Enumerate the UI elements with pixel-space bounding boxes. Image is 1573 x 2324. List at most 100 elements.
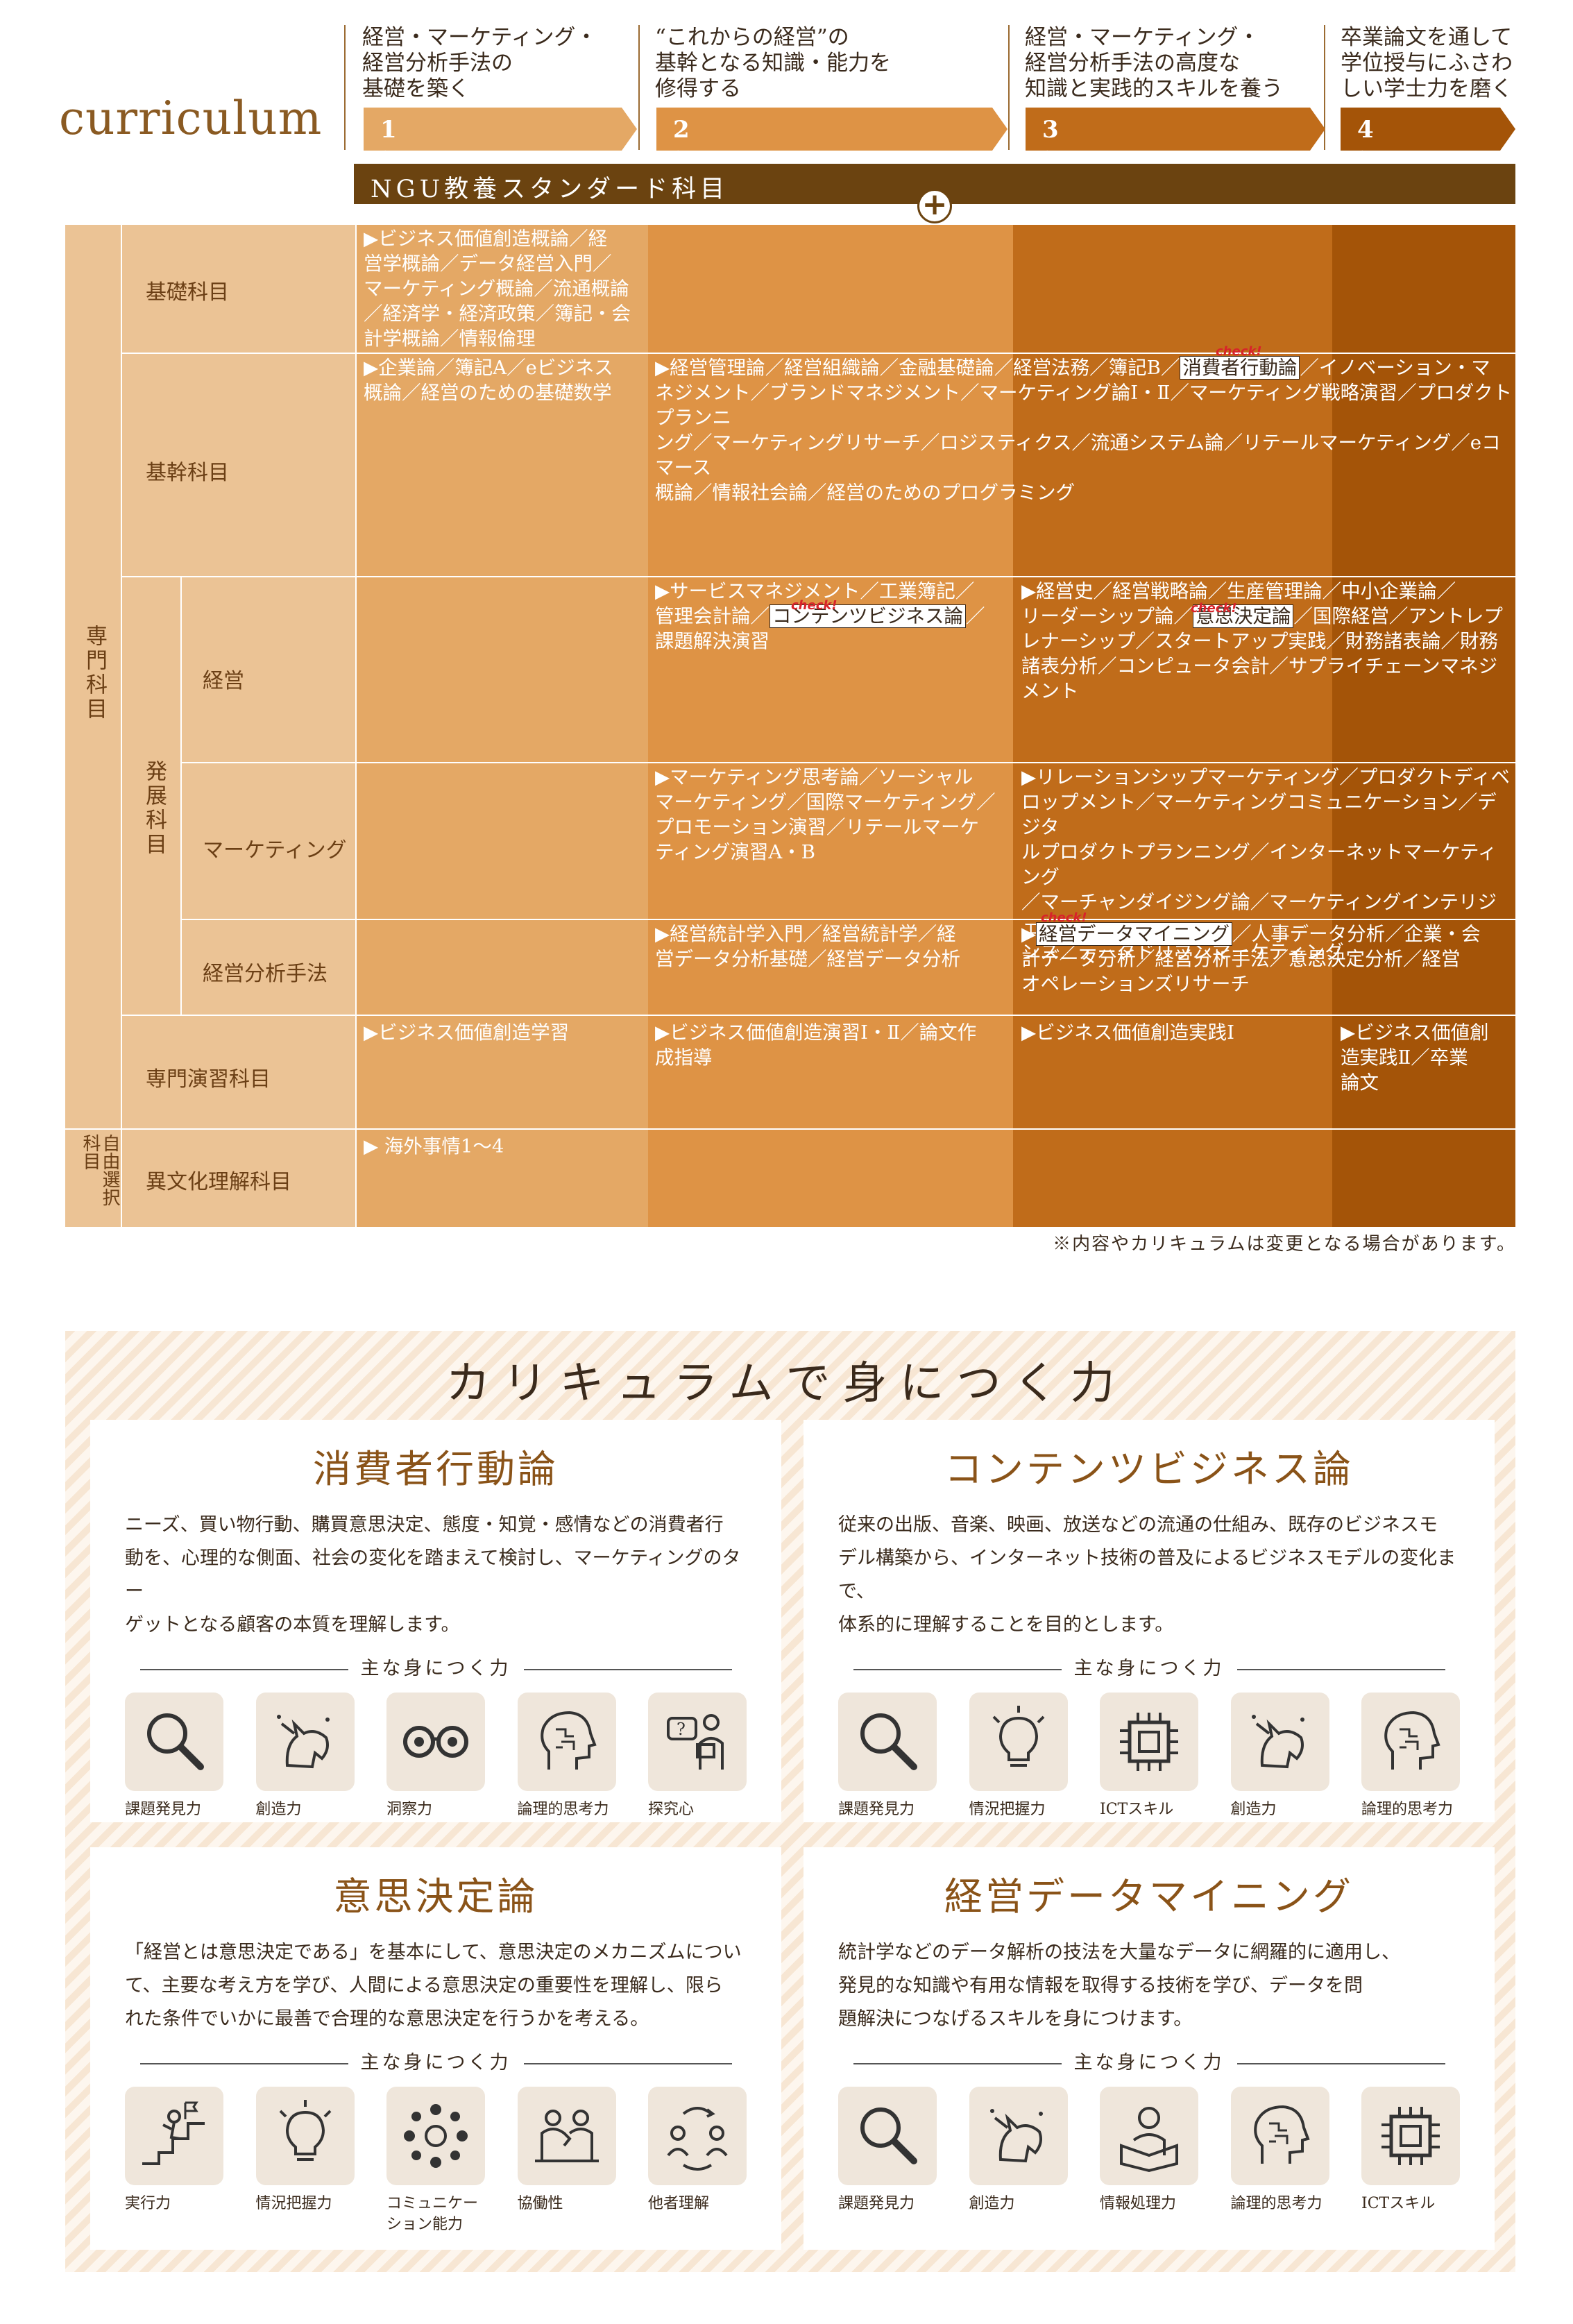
skill-label: 他者理解 bbox=[648, 2195, 710, 2212]
hatten-label: 発展科目 bbox=[142, 760, 167, 857]
glasses-icon bbox=[386, 1693, 485, 1791]
check-mark: check! bbox=[1041, 910, 1087, 925]
skill-label: 論理的思考力 bbox=[517, 1801, 609, 1818]
cooperation-icon bbox=[517, 2087, 616, 2185]
enshu-y3-cell: ▶ビジネス価値創造実践Ⅰ bbox=[1021, 1021, 1235, 1044]
kikan-y1-cell: ▶企業論／簿記A／eビジネス 概論／経営のための基礎数学 bbox=[364, 357, 613, 404]
ngu-standard-bar: NGU教養スタンダード科目 bbox=[354, 164, 1515, 204]
year-arrows bbox=[364, 108, 1515, 151]
card-title: 意思決定論 bbox=[333, 1874, 538, 1919]
skill-label: 創造力 bbox=[255, 1801, 302, 1818]
col-divider bbox=[180, 576, 182, 1015]
magnifier-icon bbox=[838, 2087, 937, 2185]
divider bbox=[638, 25, 640, 150]
card-description: 統計学などのデータ解析の技法を大量なデータに網羅的に適用し、 発見的な知識や有用な… bbox=[838, 1942, 1400, 2030]
skill-label: 情況把握力 bbox=[969, 1801, 1046, 1818]
highlight-content-business: コンテンツビジネス論 bbox=[770, 604, 966, 628]
skill-item: 実行力 bbox=[125, 2087, 223, 2235]
card-description: 「経営とは意思決定である」を基本にして、意思決定のメカニズムについ て、主要な考え… bbox=[125, 1942, 742, 2030]
skill-card: 経営データマイニング統計学などのデータ解析の技法を大量なデータに網羅的に適用し、… bbox=[803, 1847, 1495, 2250]
skill-item: 論理的思考力 bbox=[1230, 2087, 1329, 2214]
skill-label: 情況把握力 bbox=[255, 2195, 332, 2212]
skill-card: 意思決定論「経営とは意思決定である」を基本にして、意思決定のメカニズムについ て、… bbox=[90, 1847, 781, 2250]
chip-icon bbox=[1100, 1693, 1198, 1791]
kikan-y2-cell: ▶経営管理論／経営組織論／金融基礎論／経営法務／簿記B／ 消費者行動論 ／イノベーシ… bbox=[655, 356, 1513, 504]
marketing-y3-cell: ▶リレーションシップマーケティング／プロダクトディベ ロップメント／マーケティング… bbox=[1021, 766, 1510, 963]
skill-item: 洞察力 bbox=[386, 1693, 485, 1820]
row-divider bbox=[122, 1015, 1515, 1016]
skill-item: 課題発見力 bbox=[125, 1693, 223, 1820]
skills-subheading: 主な身につく力 bbox=[90, 2047, 781, 2074]
highlight-consumer-behavior: 消費者行動論 bbox=[1180, 356, 1300, 380]
lightbulb-icon bbox=[255, 2087, 355, 2185]
skills-subheading: 主な身につく力 bbox=[803, 1653, 1495, 1680]
enshu-y2-cell: ▶ビジネス価値創造演習Ⅰ・Ⅱ／論文作 成指導 bbox=[655, 1021, 977, 1069]
row-divider bbox=[122, 353, 1515, 354]
year-3-arrow bbox=[1026, 108, 1325, 151]
card-title: 経営データマイニング bbox=[944, 1874, 1354, 1919]
skill-label: 情報処理力 bbox=[1100, 2195, 1177, 2212]
skill-item: 論理的思考力 bbox=[1361, 1693, 1460, 1820]
year-1-caption: 経営・マーケティング・ 経営分析手法の 基礎を築く bbox=[362, 25, 597, 101]
lightbulb-icon bbox=[969, 1693, 1068, 1791]
row-keiei-label: 経営 bbox=[203, 669, 244, 693]
year-4-arrow bbox=[1341, 108, 1515, 151]
skill-label: 論理的思考力 bbox=[1361, 1801, 1454, 1818]
question-person-icon: ? bbox=[648, 1693, 747, 1791]
enshu-y4-cell: ▶ビジネス価値創 造実践Ⅱ／卒業 論文 bbox=[1341, 1021, 1489, 1094]
plus-icon: + bbox=[917, 189, 952, 223]
skill-item: ICTスキル bbox=[1100, 1693, 1198, 1820]
skill-item: ? 探究心 bbox=[648, 1693, 747, 1820]
card-description: ニーズ、買い物行動、購買意思決定、態度・知覚・感情などの消費者行 動を、心理的な側… bbox=[125, 1514, 741, 1636]
exchange-icon bbox=[648, 2087, 747, 2185]
col-divider bbox=[355, 225, 357, 1227]
unicorn-icon bbox=[255, 1693, 355, 1791]
skill-item: 他者理解 bbox=[648, 2087, 747, 2235]
skill-item: 論理的思考力 bbox=[517, 1693, 616, 1820]
year-3-column bbox=[1013, 225, 1332, 1227]
year-4-caption: 卒業論文を通して 学位授与にふさわ しい学士力を磨く bbox=[1341, 25, 1513, 101]
kiso-y1-cell: ▶ビジネス価値創造概論／経 営学概論／データ経営入門／ マーケティング概論／流通概論… bbox=[364, 228, 631, 350]
skill-label: 協働性 bbox=[517, 2195, 563, 2212]
year-2-column bbox=[648, 225, 1013, 1227]
skill-label: 創造力 bbox=[969, 2195, 1015, 2212]
skills-subheading: 主な身につく力 bbox=[803, 2047, 1495, 2074]
unicorn-icon bbox=[969, 2087, 1068, 2185]
year-3-caption: 経営・マーケティング・ 経営分析手法の高度な 知識と実践的スキルを養う bbox=[1025, 25, 1283, 101]
bunseki-y2-cell: ▶経営統計学入門／経営統計学／経 営データ分析基礎／経営データ分析 bbox=[655, 923, 960, 970]
skill-label: ICTスキル bbox=[1100, 1801, 1174, 1818]
check-mark: check! bbox=[1191, 601, 1237, 616]
skill-label: 課題発見力 bbox=[125, 1801, 202, 1818]
skill-label: 洞察力 bbox=[386, 1801, 433, 1818]
people-circle-icon bbox=[386, 2087, 485, 2185]
row-divider bbox=[182, 762, 1515, 763]
highlight-decision-making: 意思決定論 bbox=[1192, 604, 1294, 628]
keiei-y3-cell: ▶経営史／経営戦略論／生産管理論／中小企業論／ リーダーシップ論／ 意思決定論 ／国… bbox=[1021, 580, 1503, 702]
brand-title: curriculum bbox=[59, 92, 323, 145]
brain-head-icon bbox=[517, 1693, 616, 1791]
row-marketing-label: マーケティング bbox=[203, 838, 347, 863]
skill-item: 情況把握力 bbox=[255, 2087, 355, 2235]
magnifier-icon bbox=[838, 1693, 937, 1791]
card-description: 従来の出版、音楽、映画、放送などの流通の仕組み、既存のビジネスモ デル構築から、イ… bbox=[838, 1514, 1456, 1636]
chip-icon bbox=[1361, 2087, 1460, 2185]
divider bbox=[1324, 25, 1325, 150]
row-divider bbox=[122, 576, 1515, 577]
card-title: コンテンツビジネス論 bbox=[944, 1447, 1354, 1491]
climber-icon bbox=[125, 2087, 223, 2185]
year-1-arrow bbox=[364, 108, 637, 151]
skill-item: 創造力 bbox=[1230, 1693, 1329, 1820]
ibunka-y1-cell: ▶ 海外事情1～4 bbox=[364, 1135, 504, 1157]
label-column bbox=[65, 225, 357, 1227]
skill-label: 課題発見力 bbox=[838, 2195, 915, 2212]
divider bbox=[1008, 25, 1010, 150]
year-1-column bbox=[357, 225, 648, 1227]
year-2-caption: “これからの経営”の 基幹となる知識・能力を 修得する bbox=[655, 25, 892, 101]
skill-item: 課題発見力 bbox=[838, 2087, 937, 2214]
check-mark: check! bbox=[791, 598, 837, 613]
bunseki-y3-cell: ▶ 経営データマイニング ／人事データ分析／企業・会 計データ分析／経営分析手法／意… bbox=[1021, 922, 1481, 995]
row-ibunka-label: 異文化理解科目 bbox=[146, 1170, 291, 1194]
disclaimer-note: ※内容やカリキュラムは変更となる場合があります。 bbox=[1053, 1234, 1516, 1255]
skills-subheading: 主な身につく力 bbox=[90, 1653, 781, 1680]
svg-text:?: ? bbox=[677, 1720, 686, 1739]
